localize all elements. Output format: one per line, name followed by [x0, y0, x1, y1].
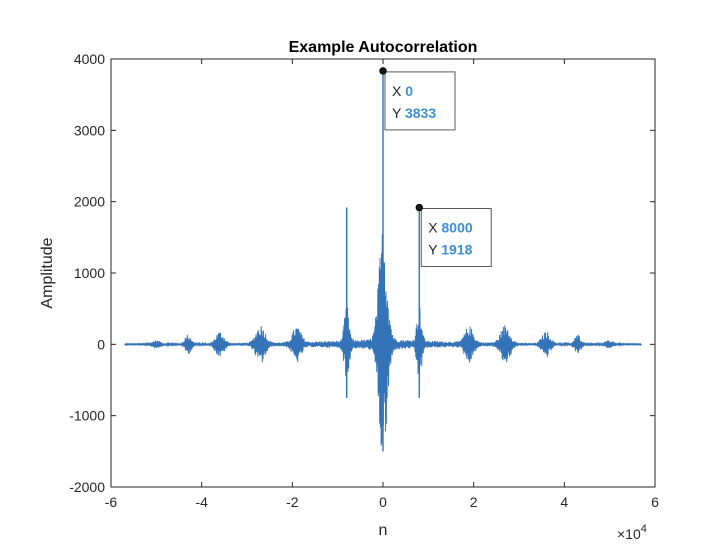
x-tick-label: 2 — [470, 494, 478, 510]
signal-series — [124, 70, 642, 452]
y-tick-label: 0 — [97, 336, 105, 352]
datatip-x-row: X 8000 — [428, 220, 473, 236]
x-tick-label: 0 — [379, 494, 387, 510]
y-tick-label: 1000 — [74, 265, 105, 281]
x-exponent-base: ×10 — [617, 526, 641, 542]
datatip-box — [384, 71, 456, 131]
y-axis-label: Amplitude — [39, 237, 56, 308]
datatip-y-key: Y — [428, 242, 441, 258]
datatip-x-key: X — [428, 220, 441, 236]
x-tick-label: -2 — [286, 494, 299, 510]
datatip-y-row: Y 1918 — [428, 242, 472, 258]
datatip-y-row: Y 3833 — [392, 105, 436, 121]
datatip-x-value: 0 — [405, 83, 413, 99]
datatip-x-row: X 0 — [392, 83, 413, 99]
y-tick-label: 2000 — [74, 194, 105, 210]
y-tick-label: 3000 — [74, 122, 105, 138]
y-tick-label: 4000 — [74, 51, 105, 67]
axis-ticks: -6 -4 -2 0 2 4 6 -2000 -1000 0 1000 2000 3000 4000 — [69, 51, 659, 510]
x-tick-label: -4 — [195, 494, 208, 510]
x-exponent-power: 4 — [641, 523, 647, 535]
y-tick-label: -1000 — [69, 408, 105, 424]
datatip-y-key: Y — [392, 105, 405, 121]
datatip[interactable]: X 0Y 3833 — [379, 67, 456, 131]
datatip-y-value: 1918 — [441, 242, 472, 258]
x-tick-label: -6 — [105, 494, 118, 510]
datatip-box — [420, 208, 492, 268]
x-tick-label: 6 — [651, 494, 659, 510]
datatip-marker[interactable] — [415, 203, 423, 212]
datatip-y-value: 3833 — [405, 105, 436, 121]
x-axis-label: n — [379, 522, 388, 539]
chart-title: Example Autocorrelation — [289, 39, 478, 56]
x-exponent-label: ×104 — [617, 523, 647, 542]
datatip-x-value: 8000 — [442, 220, 473, 236]
datatip-x-key: X — [392, 83, 405, 99]
datatip-marker[interactable] — [379, 67, 387, 75]
y-tick-label: -2000 — [69, 479, 105, 495]
x-tick-label: 4 — [560, 494, 568, 510]
